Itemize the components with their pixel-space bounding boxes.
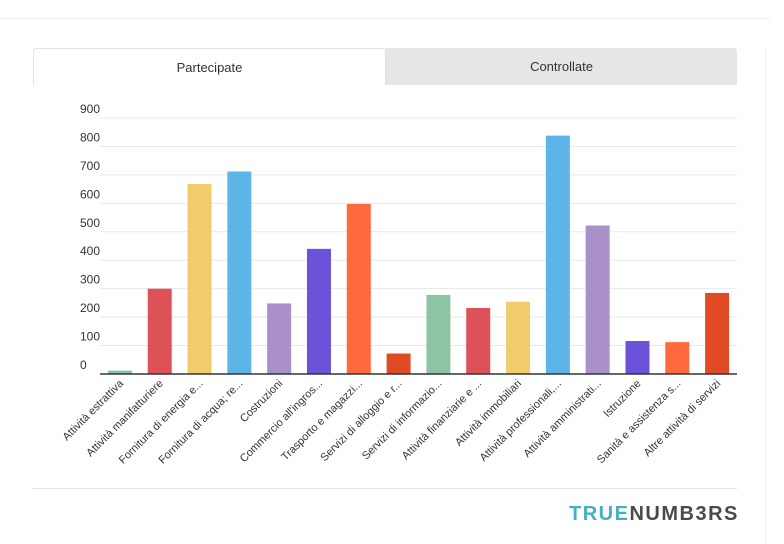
y-tick-label: 200 xyxy=(80,301,100,315)
y-tick-label: 0 xyxy=(80,358,87,372)
truenumbers-logo: TRUENUMB3RS xyxy=(569,503,739,526)
bar[interactable] xyxy=(466,308,491,374)
x-tick-label: Servizi di informazio... xyxy=(360,378,445,463)
bar[interactable] xyxy=(585,225,610,374)
logo-text-numbers: NUMB3RS xyxy=(629,503,739,525)
bar[interactable] xyxy=(306,248,331,374)
tab-controllate[interactable]: Controllate xyxy=(386,48,737,85)
bar[interactable] xyxy=(545,135,570,374)
right-divider xyxy=(765,48,766,544)
bar[interactable] xyxy=(625,341,650,374)
bar[interactable] xyxy=(187,183,212,374)
bar[interactable] xyxy=(147,288,172,374)
tab-bar: Partecipate Controllate xyxy=(33,48,737,85)
bar[interactable] xyxy=(107,370,132,374)
logo-text-true: TRUE xyxy=(569,503,630,525)
y-tick-label: 900 xyxy=(80,102,100,116)
x-tick-label: Attività manifatturiere xyxy=(84,378,166,460)
x-tick-label: Altre attività di servizi xyxy=(642,378,724,460)
bar[interactable] xyxy=(267,303,292,374)
y-tick-label: 400 xyxy=(80,244,100,258)
y-tick-label: 800 xyxy=(80,130,100,144)
x-tick-label: Attività amministrati... xyxy=(521,378,603,460)
x-tick-label: Istruzione xyxy=(601,378,643,420)
y-tick-label: 600 xyxy=(80,187,100,201)
bar[interactable] xyxy=(386,353,411,374)
bar[interactable] xyxy=(705,292,730,374)
bar[interactable] xyxy=(506,301,531,374)
bottom-divider xyxy=(33,488,737,489)
bar[interactable] xyxy=(227,171,252,374)
y-tick-label: 700 xyxy=(80,159,100,173)
y-tick-label: 100 xyxy=(80,330,100,344)
y-tick-label: 500 xyxy=(80,216,100,230)
bar[interactable] xyxy=(665,342,690,374)
top-divider xyxy=(0,18,770,19)
y-tick-label: 300 xyxy=(80,273,100,287)
x-tick-label: Attività finanziarie e ... xyxy=(400,378,485,463)
tab-partecipate[interactable]: Partecipate xyxy=(33,48,386,85)
bar[interactable] xyxy=(346,203,371,374)
bar[interactable] xyxy=(426,294,451,374)
x-tick-label: Attività immobiliari xyxy=(453,378,524,449)
x-tick-label: Fornitura di acqua; re... xyxy=(157,378,246,467)
